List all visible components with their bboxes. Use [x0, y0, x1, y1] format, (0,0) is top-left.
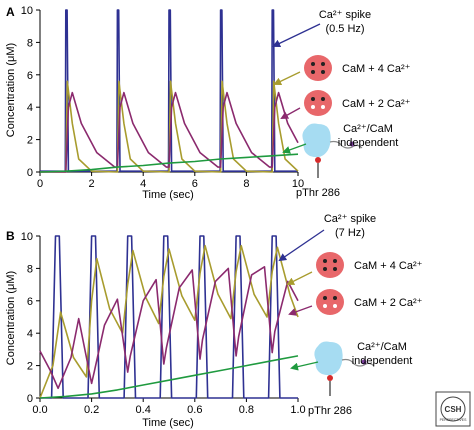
panel-b-independent-label: independent: [352, 355, 413, 367]
panel-a-cam2-label: CaM + 2 Ca²⁺: [342, 98, 411, 110]
panel-b-cam2-arrow: [288, 305, 313, 316]
panel-b-pthr-label: pThr 286: [308, 405, 352, 417]
panel-b-independent-arrow: [290, 361, 319, 371]
panel-b-spike-arrow: [278, 229, 325, 262]
panel-b-ytick-label: 8: [27, 263, 33, 275]
panel-a-ytick-label: 2: [27, 135, 33, 147]
panel-a-spike-label: Ca²⁺ spike: [319, 9, 371, 21]
panel-a-spike-freq: (0.5 Hz): [325, 23, 364, 35]
csh-logo: CSH PERSPECTIVES: [435, 391, 471, 427]
panel-a-ytick-label: 10: [21, 5, 33, 17]
panel-a-series-line-3: [39, 153, 299, 173]
panel-b-xtick-label: 0.8: [239, 404, 254, 416]
panel-a-independent-label: independent: [338, 137, 399, 149]
panel-b-xtick-label: 0.6: [187, 404, 202, 416]
panel-a-camind-label: Ca²⁺/CaM: [343, 123, 393, 135]
panel-a-cam4-label: CaM + 4 Ca²⁺: [342, 63, 411, 75]
panel-a-pthr-label: pThr 286: [296, 187, 340, 199]
panel-b-cam2-label: CaM + 2 Ca²⁺: [354, 297, 423, 309]
panel-a-cam4-arrow: [273, 71, 301, 86]
panel-a-ytick-label: 6: [27, 70, 33, 82]
camkii-icon: [314, 341, 375, 381]
panel-b-ylabel: Concentration (μM): [5, 271, 17, 365]
cam4-icon: [304, 55, 332, 81]
panel-a-xtick-label: 0: [37, 178, 43, 190]
panel-b-spike-label: Ca²⁺ spike: [324, 213, 376, 225]
panel-a-xtick-label: 6: [192, 178, 198, 190]
cam4-icon: [316, 252, 344, 278]
panel-b-ytick-label: 2: [27, 361, 33, 373]
panel-b-ytick-label: 6: [27, 296, 33, 308]
panel-a-cam2-arrow: [280, 107, 301, 119]
panel-a-independent-arrow: [282, 143, 307, 154]
panel-b-ytick-label: 0: [27, 393, 33, 405]
panel-a-ytick-label: 4: [27, 102, 33, 114]
panel-a-xtick-label: 8: [243, 178, 249, 190]
panel-a-spike-arrow: [272, 23, 321, 48]
panel-b-xtick-label: 0.0: [32, 404, 47, 416]
csh-logo-text: CSH: [445, 405, 462, 414]
panel-b-xtick-label: 0.2: [84, 404, 99, 416]
panel-b-ytick-label: 4: [27, 328, 33, 340]
panel-a-ylabel: Concentration (μM): [5, 43, 17, 137]
panel-a: A Concentration (μM) Time (sec) 0246810 …: [5, 5, 411, 201]
panel-a-xtick-label: 2: [89, 178, 95, 190]
camkii-icon: [302, 123, 363, 163]
panel-a-series-line-2: [40, 91, 299, 173]
panel-a-ytick-label: 8: [27, 37, 33, 49]
panel-b-series-line-3: [39, 355, 299, 399]
panel-b-cam4-arrow: [286, 271, 313, 285]
cam2-icon: [316, 289, 344, 315]
panel-b-spike-freq: (7 Hz): [335, 227, 365, 239]
panel-a-xtick-label: 10: [292, 178, 304, 190]
panel-b-ytick-label: 10: [21, 231, 33, 243]
panel-b-series-line-0: [40, 235, 298, 399]
panel-a-label: A: [6, 5, 15, 19]
panel-b-xlabel: Time (sec): [142, 417, 194, 429]
panel-b-xtick-label: 0.4: [136, 404, 151, 416]
panel-a-ytick-label: 0: [27, 167, 33, 179]
panel-b-label: B: [6, 229, 15, 243]
panel-b-xtick-label: 1.0: [290, 404, 305, 416]
panel-a-xtick-label: 4: [140, 178, 146, 190]
panel-b-series-line-1: [39, 244, 299, 399]
panel-a-xlabel: Time (sec): [142, 189, 194, 201]
svg-text:PERSPECTIVES: PERSPECTIVES: [440, 418, 468, 422]
panel-b-series-line-2: [39, 266, 299, 390]
cam2-icon: [304, 90, 332, 116]
panel-b-camind-label: Ca²⁺/CaM: [357, 341, 407, 353]
panel-b: B Concentration (μM) Time (sec) 0246810 …: [5, 213, 423, 429]
panel-b-cam4-label: CaM + 4 Ca²⁺: [354, 260, 423, 272]
